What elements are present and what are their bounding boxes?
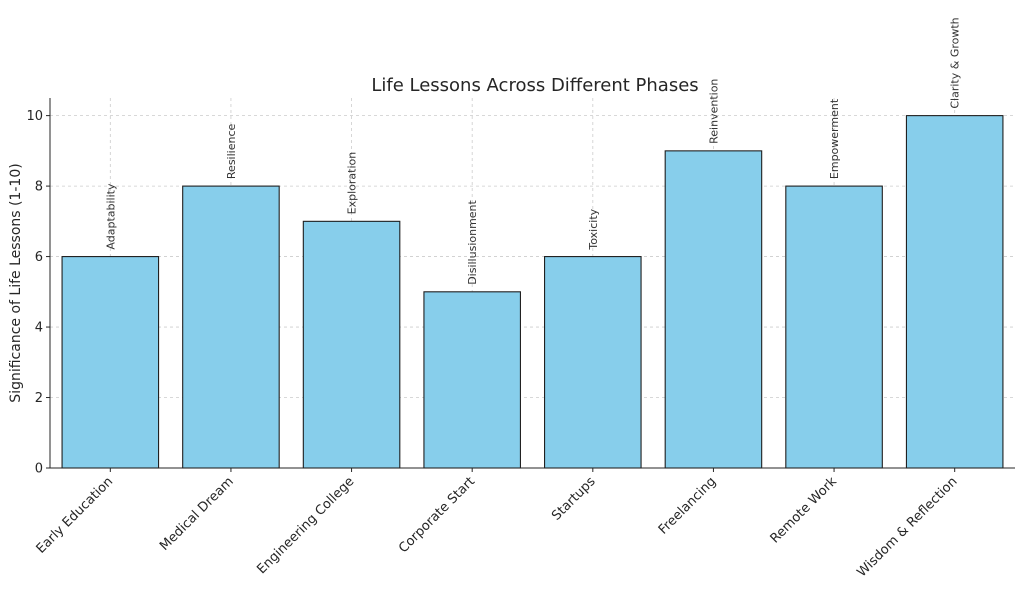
bar-annotation: Disillusionment bbox=[466, 199, 479, 284]
bar-annotation: Resilience bbox=[225, 123, 238, 179]
bar bbox=[182, 185, 280, 469]
y-ticks: 0 2 4 6 8 10 bbox=[26, 109, 50, 477]
x-tick-label: Early Education bbox=[34, 474, 117, 557]
bar bbox=[544, 256, 642, 469]
y-tick-label: 8 bbox=[35, 180, 43, 195]
bar bbox=[423, 291, 521, 469]
x-tick-label: Startups bbox=[549, 474, 599, 524]
bar-annotation: Exploration bbox=[346, 152, 359, 215]
chart-title: Life Lessons Across Different Phases bbox=[371, 75, 698, 96]
y-tick-label: 2 bbox=[35, 391, 43, 406]
x-tick-label: Wisdom & Reflection bbox=[855, 474, 961, 580]
y-tick-label: 6 bbox=[35, 250, 43, 265]
x-tick-label: Medical Dream bbox=[157, 474, 237, 554]
bar-annotations: Adaptability Resilience Exploration Disillu… bbox=[104, 17, 961, 284]
bar-annotation: Empowerment bbox=[828, 98, 841, 179]
x-tick-label: Engineering College bbox=[254, 474, 357, 577]
bar-annotation: Clarity & Growth bbox=[949, 17, 962, 108]
bar bbox=[302, 220, 401, 469]
x-tick-label: Remote Work bbox=[768, 474, 841, 547]
x-ticks: Early Education Medical Dream Engineering … bbox=[34, 468, 961, 580]
x-tick-label: Corporate Start bbox=[396, 474, 478, 556]
bar-annotation: Toxicity bbox=[587, 208, 600, 250]
bar-annotation: Adaptability bbox=[104, 183, 117, 250]
axes bbox=[49, 98, 1015, 469]
bar-annotation: Reinvention bbox=[707, 79, 720, 144]
bar bbox=[664, 150, 763, 469]
bar bbox=[905, 115, 1004, 469]
bar bbox=[61, 256, 160, 469]
y-tick-label: 4 bbox=[35, 321, 43, 336]
y-tick-label: 10 bbox=[26, 109, 43, 124]
y-tick-label: 0 bbox=[35, 462, 43, 477]
bar bbox=[785, 185, 883, 469]
bars bbox=[61, 115, 1004, 469]
x-tick-label: Freelancing bbox=[656, 474, 719, 537]
y-axis-label: Significance of Life Lessons (1-10) bbox=[8, 163, 24, 402]
